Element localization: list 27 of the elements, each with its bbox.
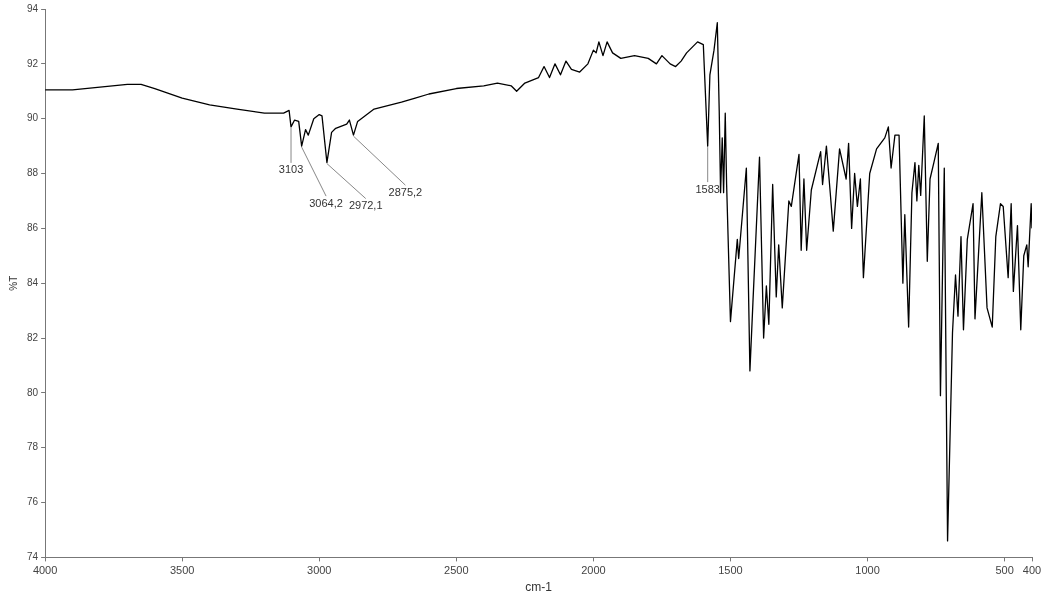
x-tick-label: 1500 (718, 564, 743, 577)
y-tick-label: 82 (27, 331, 39, 343)
y-tick-label: 78 (27, 441, 39, 453)
y-tick-label: 84 (27, 276, 39, 288)
y-axis-title: %T (7, 275, 19, 291)
x-tick-label: 4000 (32, 564, 58, 577)
y-tick-label: 74 (27, 551, 39, 563)
y-tick-label: 90 (27, 112, 39, 124)
x-axis-title: cm-1 (525, 580, 553, 595)
annotation: 2875,2 (388, 185, 423, 198)
x-tick-label: 3000 (307, 564, 332, 577)
x-tick-label: 1000 (855, 564, 880, 577)
y-tick-label: 86 (27, 222, 39, 234)
annotation: 3064,2 (309, 196, 343, 209)
y-tick-label: 88 (27, 167, 39, 179)
annotation: 3103 (278, 163, 304, 176)
x-tick-label: 3500 (169, 564, 195, 577)
x-tick-label: 400 (1022, 564, 1042, 577)
annotation: 2972,1 (348, 199, 383, 212)
x-tick-label: 2000 (581, 564, 606, 577)
y-tick-label: 92 (27, 57, 39, 69)
y-tick-label: 76 (27, 496, 39, 508)
x-tick-label: 500 (995, 564, 1014, 577)
y-tick-label: 80 (27, 386, 39, 398)
y-tick-label: 94 (27, 2, 39, 14)
x-tick-label: 2500 (444, 564, 469, 577)
annotation: 1583 (695, 182, 720, 195)
